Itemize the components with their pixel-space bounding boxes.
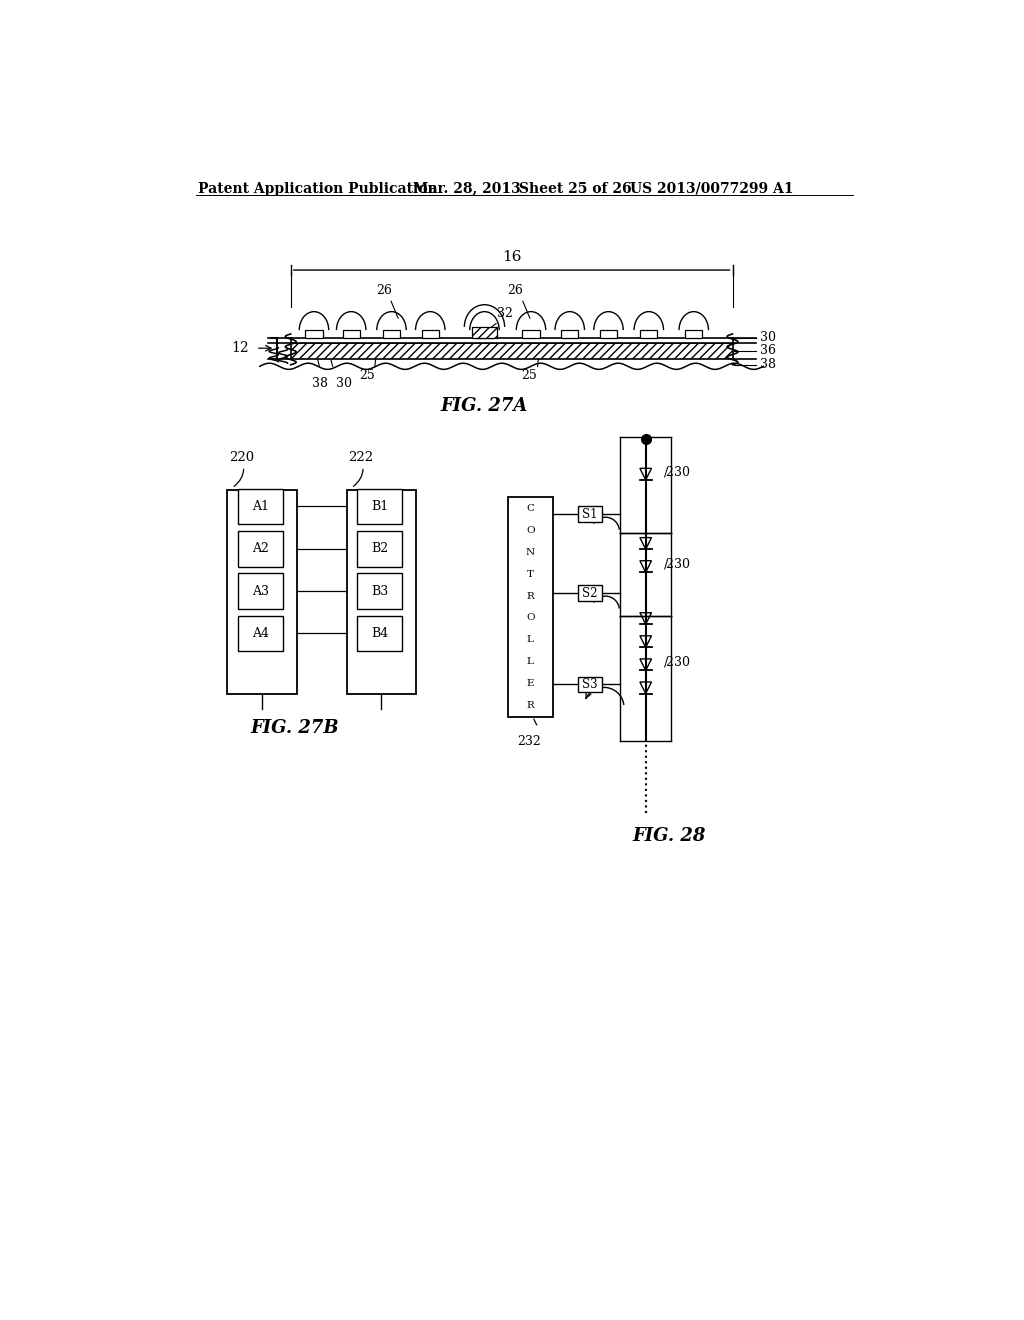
Text: 36: 36	[760, 345, 775, 358]
Bar	[357, 573, 402, 609]
Bar	[476, 330, 493, 338]
Bar	[357, 531, 402, 566]
Text: $/\!$230: $/\!$230	[663, 655, 690, 669]
Text: FIG. 28: FIG. 28	[632, 826, 706, 845]
Text: US 2013/0077299 A1: US 2013/0077299 A1	[630, 182, 794, 195]
Text: Mar. 28, 2013: Mar. 28, 2013	[414, 182, 521, 195]
Bar	[291, 338, 732, 343]
Text: E: E	[526, 678, 534, 688]
Text: Sheet 25 of 26: Sheet 25 of 26	[519, 182, 632, 195]
Bar	[357, 488, 402, 524]
Text: $/\!$230: $/\!$230	[663, 463, 690, 479]
Text: B3: B3	[372, 585, 388, 598]
Text: 25: 25	[521, 368, 538, 381]
Text: 38: 38	[760, 358, 775, 371]
Text: L: L	[526, 635, 534, 644]
Bar	[238, 488, 283, 524]
Text: B1: B1	[372, 500, 388, 513]
Text: N: N	[525, 548, 535, 557]
Text: A1: A1	[252, 500, 269, 513]
Bar	[343, 330, 359, 338]
Text: R: R	[526, 591, 535, 601]
Bar	[422, 330, 438, 338]
Bar	[227, 490, 297, 693]
Text: $/\!$230: $/\!$230	[663, 556, 690, 572]
Bar	[579, 585, 601, 601]
Bar	[291, 343, 732, 359]
Text: A3: A3	[252, 585, 269, 598]
Text: S1: S1	[583, 508, 598, 520]
Bar	[685, 330, 702, 338]
Text: L: L	[526, 657, 534, 667]
Text: B4: B4	[372, 627, 388, 640]
Bar	[346, 490, 417, 693]
Text: 220: 220	[228, 450, 254, 486]
Bar	[472, 327, 497, 338]
Text: C: C	[526, 504, 535, 513]
Text: 26: 26	[508, 284, 523, 297]
Text: O: O	[526, 527, 535, 535]
Bar	[600, 330, 617, 338]
Text: S3: S3	[582, 677, 598, 690]
Bar	[640, 330, 657, 338]
Bar	[561, 330, 579, 338]
Text: 38  30: 38 30	[312, 378, 352, 391]
Bar	[522, 330, 540, 338]
Text: 30: 30	[760, 331, 775, 345]
Text: 26: 26	[376, 284, 392, 297]
Bar	[383, 330, 400, 338]
Text: 222: 222	[348, 450, 373, 486]
Text: R: R	[526, 701, 535, 710]
Text: A4: A4	[252, 627, 269, 640]
Bar	[238, 573, 283, 609]
Text: FIG. 27B: FIG. 27B	[250, 719, 339, 737]
Text: S2: S2	[583, 586, 598, 599]
Bar	[238, 531, 283, 566]
Text: T: T	[526, 570, 534, 578]
Text: B2: B2	[372, 543, 388, 556]
Text: Patent Application Publication: Patent Application Publication	[198, 182, 437, 195]
Text: A2: A2	[252, 543, 269, 556]
Text: 25: 25	[358, 368, 375, 381]
Text: 12: 12	[231, 341, 249, 355]
Bar	[579, 677, 601, 692]
Text: 16: 16	[502, 249, 521, 264]
Bar	[357, 615, 402, 651]
Bar	[238, 615, 283, 651]
Text: O: O	[526, 614, 535, 622]
Bar	[579, 507, 601, 521]
Text: 232: 232	[517, 735, 541, 748]
Text: FIG. 27A: FIG. 27A	[440, 397, 528, 414]
Bar	[508, 498, 553, 717]
Bar	[305, 330, 323, 338]
Text: 32: 32	[497, 308, 513, 321]
